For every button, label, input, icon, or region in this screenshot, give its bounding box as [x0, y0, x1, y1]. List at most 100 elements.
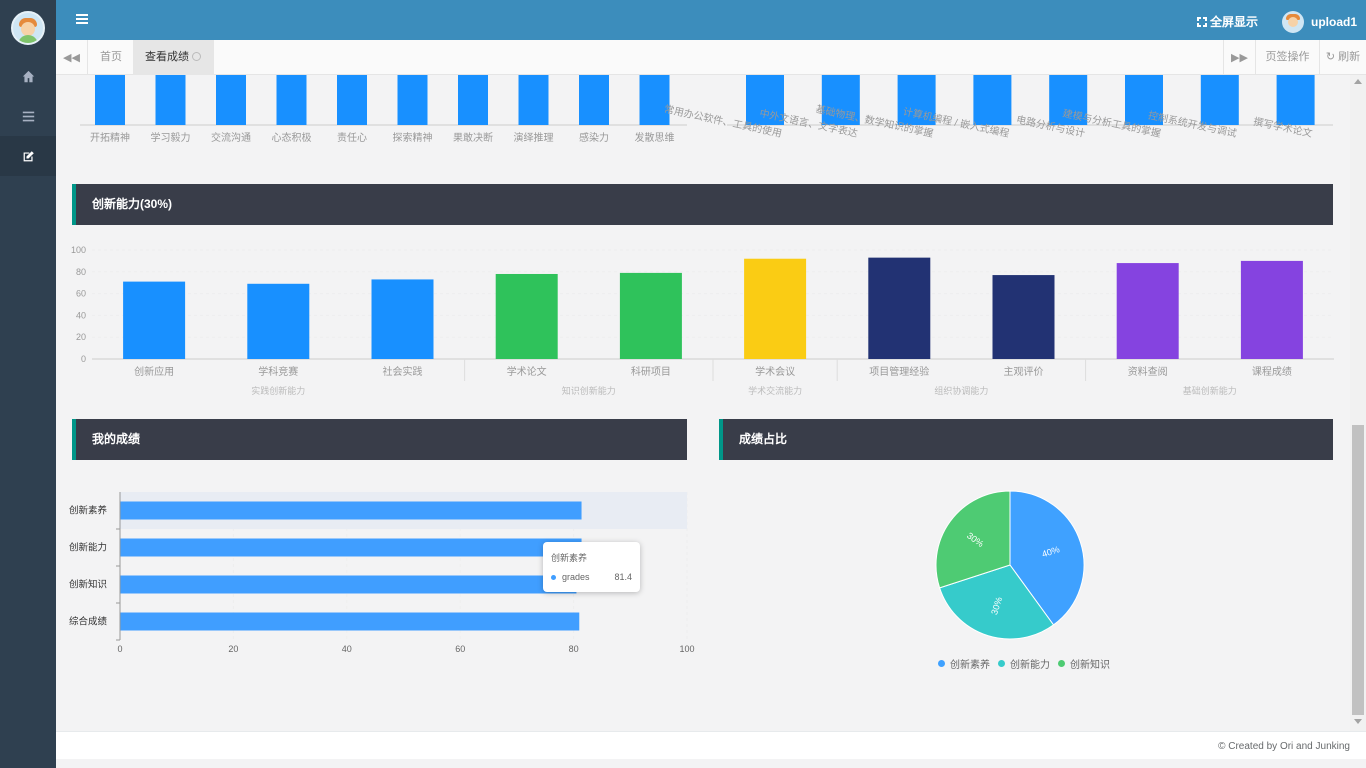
innovation-tick-label: 主观评价	[1004, 366, 1044, 378]
innovation-group-label: 实践创新能力	[251, 385, 305, 396]
innovation-bar-chart: 0 20 40 60 80 100 创新应用 学科竞赛 社会实践 学术论文 科研项目 学术会议 项目管理…	[71, 245, 1334, 396]
innovation-bar	[868, 257, 931, 359]
footer-text: © Created by Ori and Junking	[1218, 741, 1350, 752]
quality-tick-label: 心态积极	[272, 131, 312, 144]
sidebar-item-home[interactable]	[0, 56, 56, 96]
quality-bar	[337, 75, 367, 125]
sidebar-avatar-wrap	[0, 0, 56, 56]
knowledge-bar	[973, 75, 1012, 125]
innovation-tick-label: 项目管理经验	[869, 365, 929, 378]
innovation-bar	[495, 273, 558, 359]
pie-legend-label: 创新素养	[950, 660, 990, 671]
innovation-bar	[371, 279, 434, 359]
double-chevron-left-icon: ◀◀	[63, 52, 80, 64]
fullscreen-button[interactable]: 全屏显示	[1197, 13, 1258, 30]
list-icon	[22, 111, 34, 121]
pie-legend-item[interactable]: 创新知识	[1058, 656, 1110, 671]
refresh-button[interactable]: ↻ 刷新	[1319, 40, 1366, 75]
refresh-icon: ↻	[1325, 51, 1336, 63]
quality-bar	[518, 75, 549, 125]
tab-scroll-right-button[interactable]: ▶▶	[1223, 40, 1255, 75]
innovation-tick-label: 资料查阅	[1128, 365, 1168, 378]
innovation-bar	[247, 283, 310, 359]
innovation-tick-label: 学术会议	[755, 365, 795, 378]
quality-bar	[155, 75, 186, 125]
pie-legend-label: 创新知识	[1070, 660, 1110, 671]
pie-slice	[1009, 490, 1085, 626]
quality-bar	[397, 75, 428, 125]
innovation-tick-label: 社会实践	[383, 365, 423, 378]
expand-icon	[1197, 16, 1207, 27]
top-header: 全屏显示 upload1	[56, 0, 1366, 40]
quality-tick-label: 开拓精神	[90, 131, 130, 144]
quality-tick-label: 果敢决断	[453, 131, 493, 144]
innovation-bar	[744, 258, 807, 359]
page-scrollbar[interactable]	[1350, 75, 1366, 731]
ratio-section-title: 成绩占比	[719, 419, 1333, 460]
tooltip-value: 81.4	[614, 572, 632, 582]
tab-home-label: 首页	[100, 51, 122, 63]
innovation-tick-label: 学科竞赛	[258, 365, 298, 378]
innovation-group-label: 学术交流能力	[748, 385, 802, 396]
grades-bar	[120, 575, 577, 594]
ratio-section-title-text: 成绩占比	[739, 432, 788, 446]
grades-x-tick-label: 60	[455, 644, 465, 654]
quality-tick-label: 感染力	[579, 131, 609, 144]
grade-ratio-pie-chart: 40%30%30%	[935, 490, 1085, 640]
innovation-y-tick-label: 80	[76, 267, 86, 277]
pie-legend-item[interactable]: 创新素养	[938, 656, 990, 671]
scroll-thumb[interactable]	[1352, 425, 1364, 715]
quality-bar	[95, 75, 125, 125]
innovation-section-title-text: 创新能力(30%)	[92, 197, 173, 211]
legend-dot	[938, 660, 945, 667]
knowledge-bar	[746, 75, 784, 125]
knowledge-bar	[1125, 75, 1163, 125]
quality-tick-label: 学习毅力	[151, 131, 191, 144]
refresh-label: 刷新	[1338, 51, 1361, 63]
tab-view-grades-label: 查看成绩	[145, 51, 189, 63]
quality-bar	[216, 75, 246, 125]
username: upload1	[1311, 15, 1358, 29]
my-grades-section-title: 我的成绩	[72, 419, 687, 460]
pie-legend-item[interactable]: 创新能力	[998, 656, 1050, 671]
my-grades-section-title-text: 我的成绩	[92, 432, 141, 446]
tab-view-grades[interactable]: 查看成绩	[133, 40, 214, 75]
innovation-bar	[1116, 263, 1179, 359]
innovation-y-tick-label: 20	[76, 332, 86, 342]
tooltip-title: 创新素养	[551, 553, 588, 563]
grades-y-tick-label: 创新能力	[69, 542, 107, 554]
tab-bar: ◀◀ 首页 查看成绩 ▶▶ 页签操作 ↻ 刷新	[56, 40, 1366, 75]
avatar[interactable]	[11, 11, 45, 45]
edit-icon	[23, 150, 34, 161]
menu-toggle-icon[interactable]	[76, 14, 88, 26]
legend-dot	[998, 660, 1005, 667]
quality-bar	[579, 75, 609, 125]
innovation-y-tick-label: 60	[76, 289, 86, 299]
knowledge-bar	[1276, 75, 1315, 125]
tab-operations-label: 页签操作	[1265, 51, 1310, 63]
innovation-group-label: 组织协调能力	[934, 385, 988, 396]
user-menu[interactable]: upload1	[1282, 11, 1357, 33]
quality-tick-label: 探索精神	[393, 131, 433, 144]
scroll-down-icon[interactable]	[1354, 719, 1362, 724]
tab-scroll-left-button[interactable]: ◀◀	[56, 40, 88, 75]
innovation-tick-label: 课程成绩	[1252, 365, 1292, 378]
innovation-group-label: 基础创新能力	[1183, 385, 1237, 396]
grades-x-tick-label: 100	[679, 644, 694, 654]
quality-bar	[276, 75, 307, 125]
double-chevron-right-icon: ▶▶	[1231, 52, 1248, 64]
close-icon[interactable]	[192, 51, 201, 61]
sidebar-item-edit[interactable]	[0, 136, 56, 176]
quality-bar	[458, 75, 488, 125]
innovation-tick-label: 创新应用	[134, 365, 174, 378]
grades-bar	[120, 538, 582, 557]
quality-tick-label: 演绎推理	[514, 131, 554, 144]
tab-home[interactable]: 首页	[88, 40, 134, 75]
scroll-up-icon[interactable]	[1354, 79, 1362, 84]
quality-tick-label: 发散思维	[635, 131, 675, 144]
quality-tick-label: 责任心	[337, 131, 367, 144]
quality-knowledge-bar-chart: 开拓精神 学习毅力 交流沟通 心态积极 责任心 探索精神 果敢决断 演绎推理 感染力 发散思维常用…	[80, 75, 1333, 144]
tab-operations-button[interactable]: 页签操作	[1255, 40, 1319, 75]
sidebar-item-list[interactable]	[0, 96, 56, 136]
grades-y-tick-label: 综合成绩	[69, 616, 108, 628]
